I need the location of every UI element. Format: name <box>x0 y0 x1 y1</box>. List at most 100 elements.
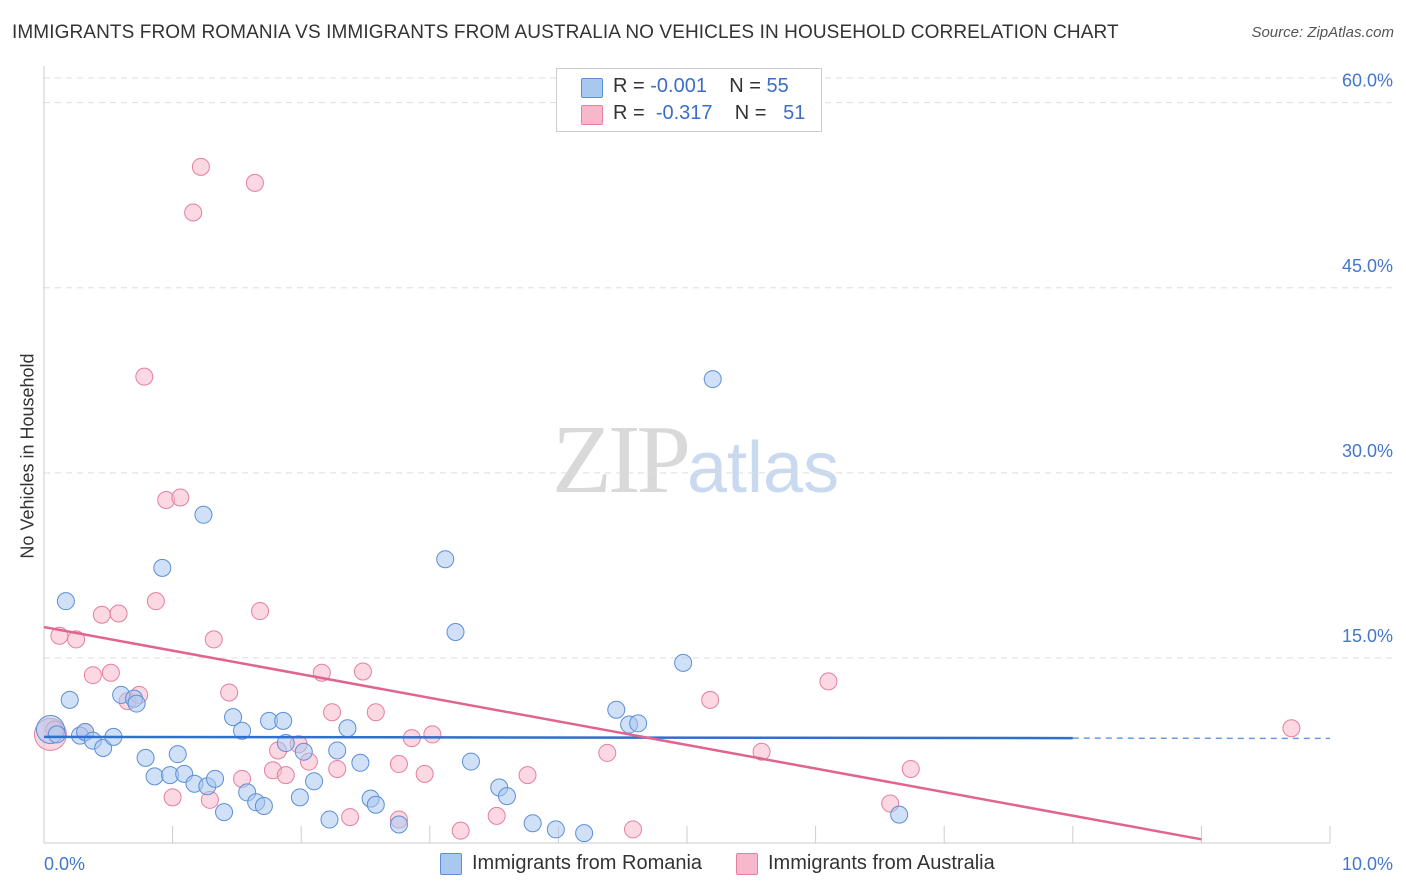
australia-point <box>323 703 342 722</box>
bottom-legend-swatch-romania <box>440 853 462 875</box>
australia-point <box>423 725 442 744</box>
australia-point <box>171 488 190 507</box>
australia-point <box>328 759 347 778</box>
australia-point <box>415 764 434 783</box>
australia-point <box>109 604 128 623</box>
australia-point <box>752 742 771 761</box>
australia-point <box>83 666 102 685</box>
romania-point <box>546 820 565 839</box>
romania-point <box>674 653 693 672</box>
romania-point <box>276 734 295 753</box>
romania-point <box>446 623 465 642</box>
romania-point <box>47 725 66 744</box>
romania-point <box>366 795 385 814</box>
romania-point <box>136 748 155 767</box>
australia-point <box>819 672 838 691</box>
australia-point <box>1282 719 1301 738</box>
legend-n-label: N = <box>734 102 773 124</box>
australia-point <box>135 367 154 386</box>
romania-point <box>215 803 234 822</box>
romania-point <box>56 592 75 611</box>
legend-swatch-romania <box>581 78 603 98</box>
y-tick-label: 60.0% <box>1342 71 1393 91</box>
legend-n-value-australia: 51 <box>783 102 806 124</box>
romania-point <box>523 814 542 833</box>
australia-point <box>92 605 111 624</box>
romania-point <box>153 558 172 577</box>
romania-point <box>497 787 516 806</box>
australia-point <box>901 759 920 778</box>
australia-point <box>276 766 295 785</box>
romania-point <box>629 714 648 733</box>
romania-point <box>168 745 187 764</box>
australia-point <box>67 630 86 649</box>
stats-legend: R = -0.001 N = 55 R = -0.317 N = 51 <box>556 68 822 132</box>
romania-point <box>305 772 324 791</box>
bottom-legend-swatch-australia <box>736 853 758 875</box>
legend-n-value-romania: 55 <box>766 75 789 97</box>
y-tick-label: 30.0% <box>1342 441 1393 461</box>
australia-point <box>191 157 210 176</box>
legend-r-value-romania: -0.001 <box>650 75 707 97</box>
australia-point <box>245 173 264 192</box>
y-tick-label: 15.0% <box>1342 626 1393 646</box>
romania-point <box>890 805 909 824</box>
romania-point <box>703 370 722 389</box>
australia-point <box>163 788 182 807</box>
romania-point <box>294 742 313 761</box>
australia-point <box>598 743 617 762</box>
australia-point <box>366 703 385 722</box>
romania-point <box>290 788 309 807</box>
romania-point <box>575 824 594 843</box>
romania-point <box>94 738 113 757</box>
legend-r-value-australia: -0.317 <box>655 102 713 124</box>
romania-trend-line <box>43 735 1073 740</box>
romania-point <box>607 700 626 719</box>
romania-point <box>461 752 480 771</box>
australia-point <box>204 630 223 649</box>
romania-point <box>389 815 408 834</box>
bottom-legend-label-romania: Immigrants from Romania <box>472 852 703 874</box>
australia-point <box>701 690 720 709</box>
australia-point <box>184 203 203 222</box>
australia-point <box>389 755 408 774</box>
romania-point <box>145 767 164 786</box>
australia-point <box>451 821 470 840</box>
y-tick-label: 45.0% <box>1342 256 1393 276</box>
romania-point <box>320 810 339 829</box>
australia-trend-line <box>43 625 1202 841</box>
australia-point <box>623 820 642 839</box>
romania-point <box>338 719 357 738</box>
watermark-zip: ZIP <box>552 406 691 514</box>
romania-point <box>274 711 293 730</box>
australia-point <box>101 663 120 682</box>
romania-point <box>224 708 243 727</box>
romania-point <box>436 550 455 569</box>
australia-point <box>146 592 165 611</box>
romania-point <box>206 769 225 788</box>
romania-point <box>127 694 146 713</box>
australia-point <box>220 683 239 702</box>
watermark-atlas: atlas <box>687 428 840 508</box>
romania-point <box>60 690 79 709</box>
romania-point <box>233 721 252 740</box>
australia-point <box>353 662 372 681</box>
legend-r-label: R = <box>613 75 651 97</box>
watermark: ZIPatlas <box>552 402 839 516</box>
legend-swatch-australia <box>581 105 603 125</box>
x-tick-label: 10.0% <box>1342 854 1393 874</box>
romania-point <box>351 753 370 772</box>
x-tick-label: 0.0% <box>44 854 85 874</box>
y-axis-label: No Vehicles in Household <box>17 353 38 559</box>
australia-point <box>341 808 360 827</box>
chart-title: IMMIGRANTS FROM ROMANIA VS IMMIGRANTS FR… <box>12 22 1119 43</box>
australia-point <box>518 766 537 785</box>
bottom-legend-label-australia: Immigrants from Australia <box>768 852 995 874</box>
romania-point <box>254 796 273 815</box>
australia-point <box>251 602 270 621</box>
romania-point <box>328 741 347 760</box>
australia-point <box>487 806 506 825</box>
legend-r-label: R = <box>613 102 651 124</box>
source-label: Source: ZipAtlas.com <box>1251 24 1394 41</box>
